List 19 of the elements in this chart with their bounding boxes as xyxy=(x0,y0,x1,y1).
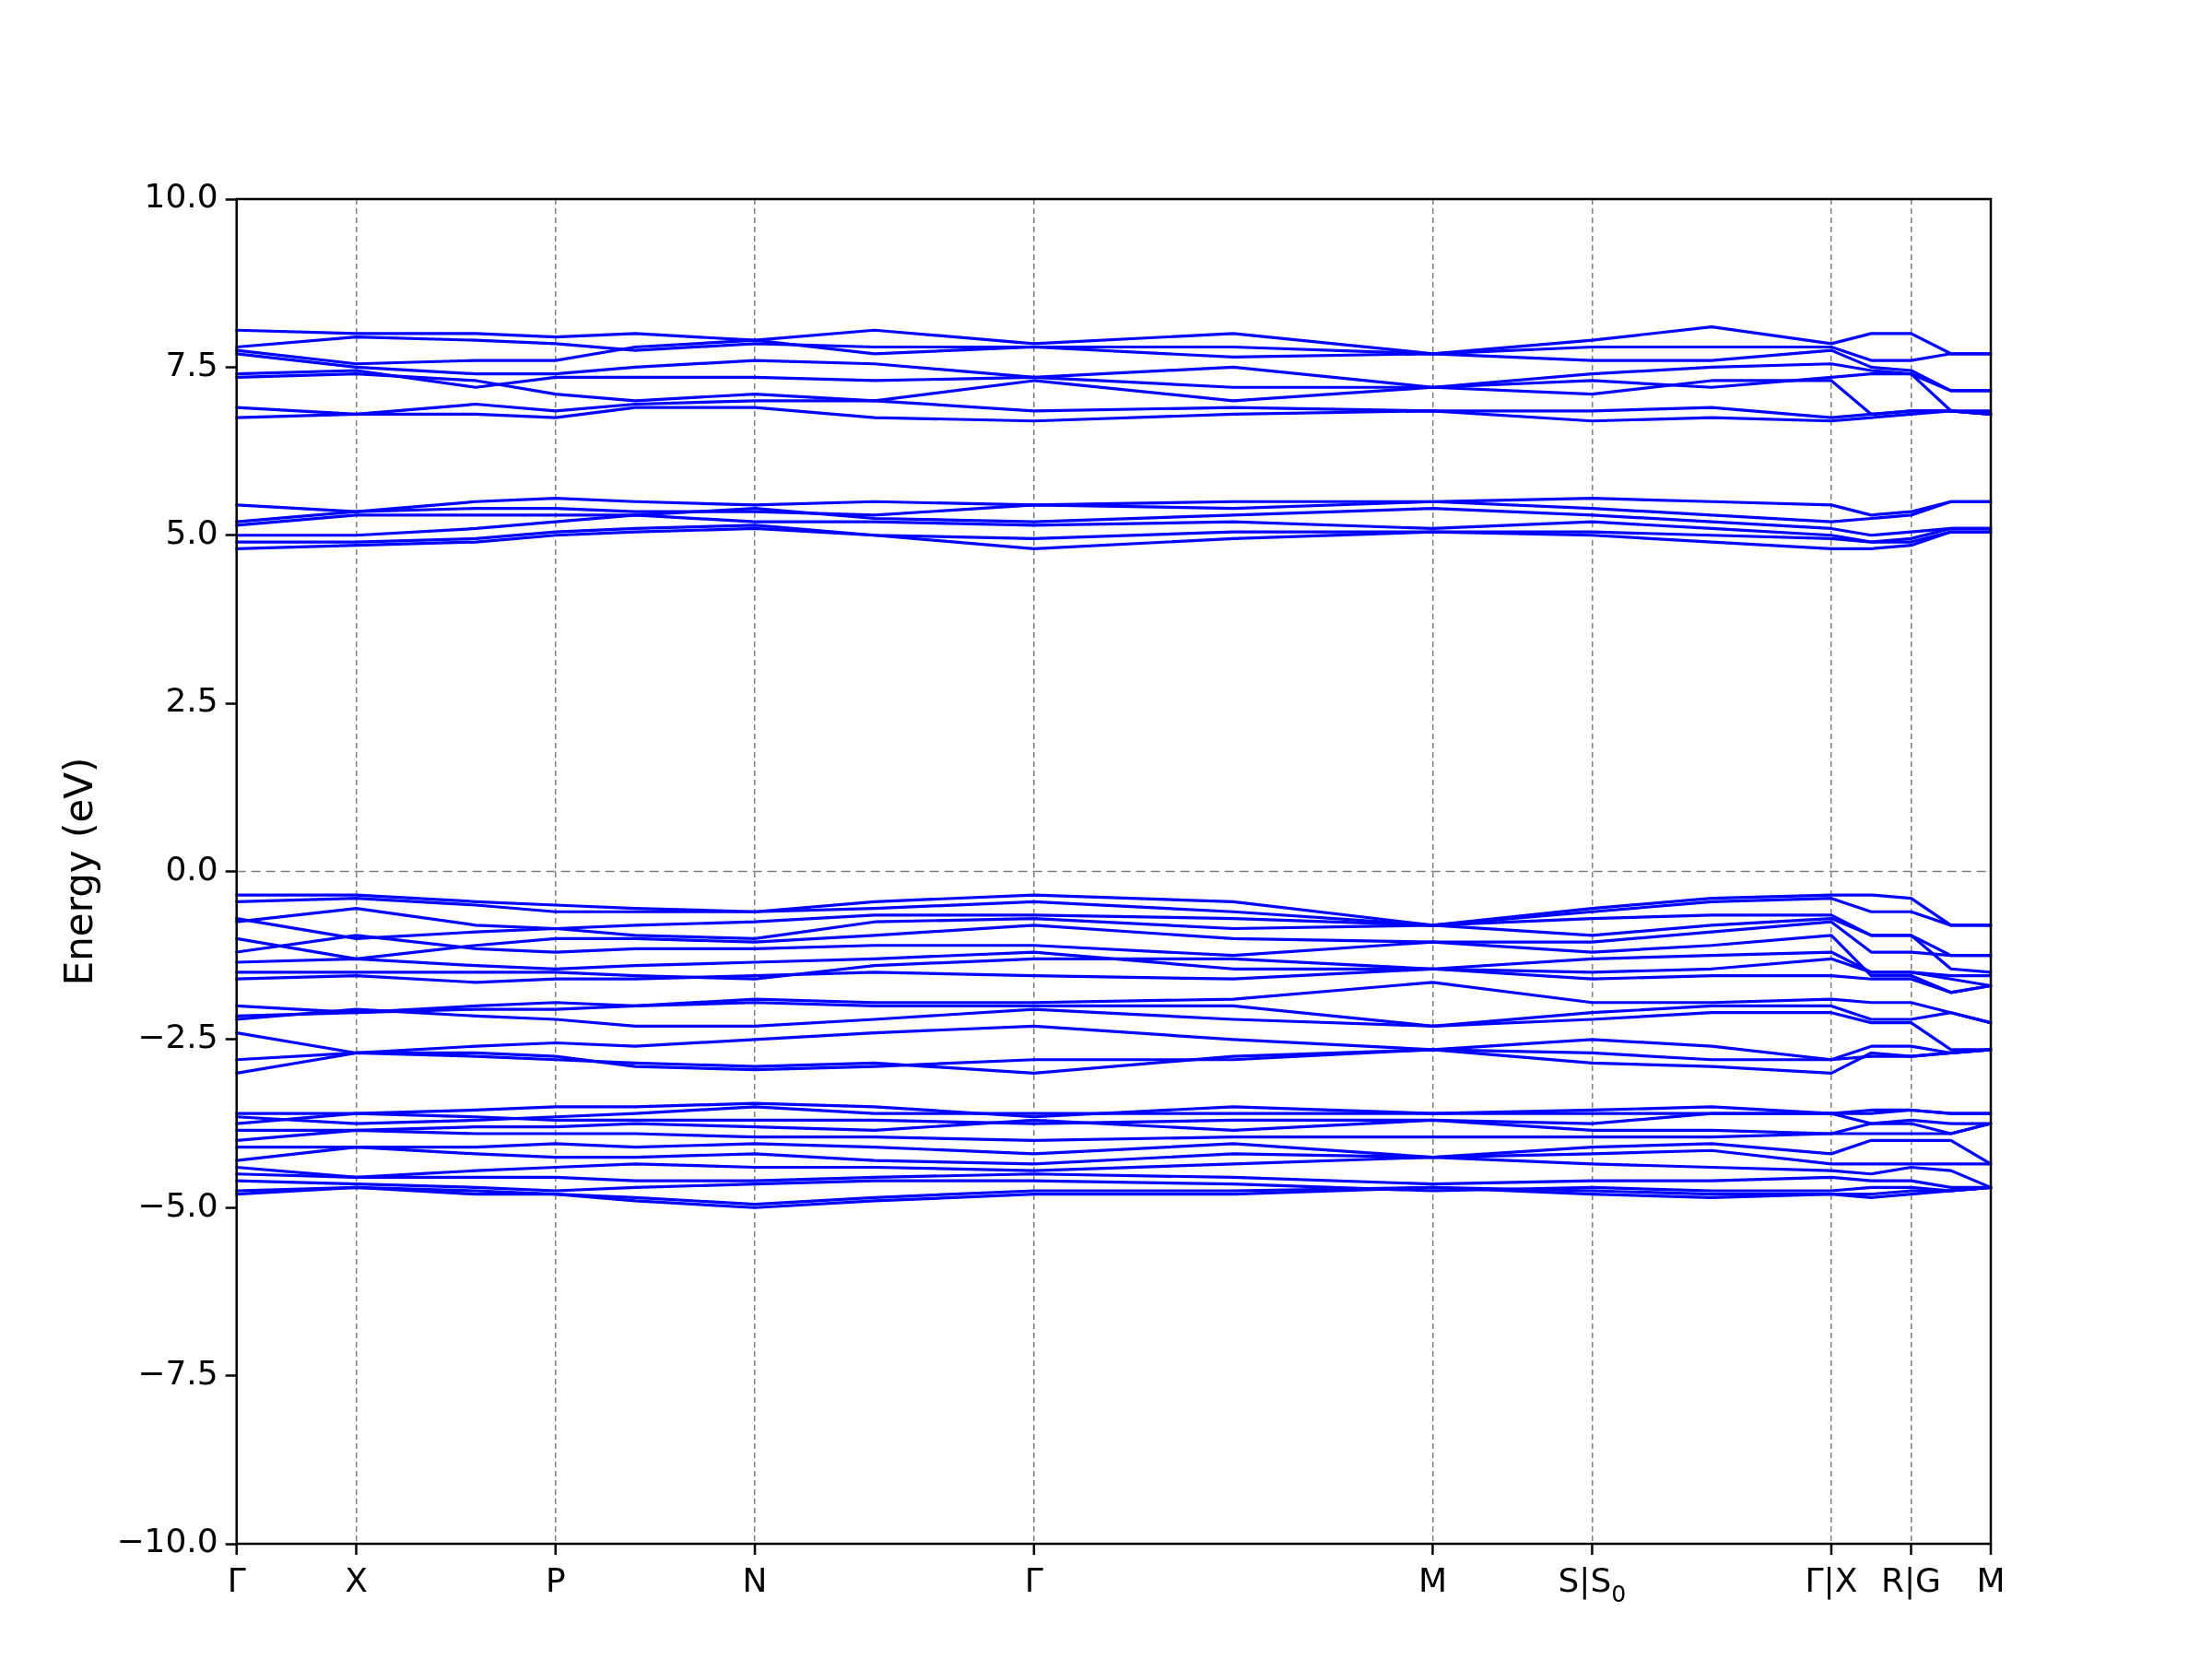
x-tick-label: N xyxy=(742,1561,768,1599)
x-tick-label: Γ xyxy=(1024,1561,1043,1599)
x-tick-label: R|G xyxy=(1880,1561,1942,1600)
x-tick-label: X xyxy=(345,1561,368,1599)
y-tick-label: 10.0 xyxy=(144,177,218,216)
y-tick-label: −7.5 xyxy=(137,1353,218,1392)
x-tick-label: P xyxy=(545,1561,566,1599)
x-tick-label: Γ|X xyxy=(1805,1561,1858,1600)
y-tick-label: 7.5 xyxy=(165,345,218,383)
y-tick-label: 5.0 xyxy=(165,513,218,552)
x-tick-label: M xyxy=(1976,1561,2006,1599)
y-axis-title: Energy (eV) xyxy=(56,757,102,986)
y-tick-label: 0.0 xyxy=(165,849,218,888)
x-tick-label: M xyxy=(1418,1561,1447,1599)
y-tick-label: −2.5 xyxy=(137,1018,218,1056)
y-tick-label: −10.0 xyxy=(116,1522,218,1560)
y-tick-label: −5.0 xyxy=(137,1185,218,1224)
x-tick-label: Γ xyxy=(227,1561,246,1599)
y-tick-label: 2.5 xyxy=(165,681,218,720)
